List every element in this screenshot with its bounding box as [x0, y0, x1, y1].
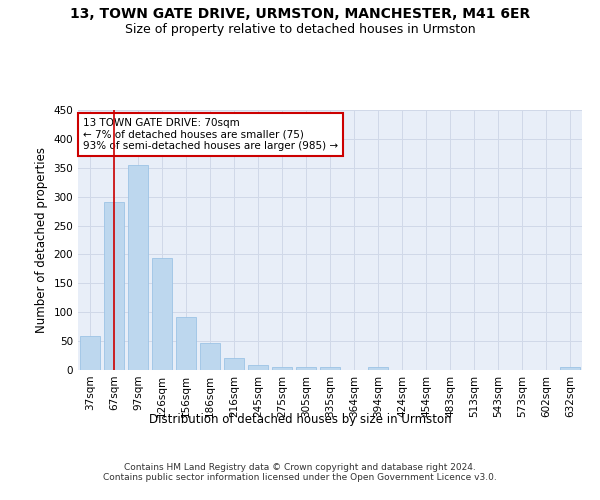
Bar — [224, 358, 244, 370]
Bar — [560, 367, 580, 370]
Bar — [176, 317, 196, 370]
Bar — [200, 343, 220, 370]
Y-axis label: Number of detached properties: Number of detached properties — [35, 147, 48, 333]
Bar — [80, 336, 100, 370]
Bar — [272, 367, 292, 370]
Bar — [368, 367, 388, 370]
Bar — [152, 258, 172, 370]
Text: 13 TOWN GATE DRIVE: 70sqm
← 7% of detached houses are smaller (75)
93% of semi-d: 13 TOWN GATE DRIVE: 70sqm ← 7% of detach… — [83, 118, 338, 151]
Text: Contains HM Land Registry data © Crown copyright and database right 2024.
Contai: Contains HM Land Registry data © Crown c… — [103, 462, 497, 482]
Text: 13, TOWN GATE DRIVE, URMSTON, MANCHESTER, M41 6ER: 13, TOWN GATE DRIVE, URMSTON, MANCHESTER… — [70, 8, 530, 22]
Bar — [296, 367, 316, 370]
Bar — [320, 367, 340, 370]
Text: Distribution of detached houses by size in Urmston: Distribution of detached houses by size … — [149, 412, 451, 426]
Bar — [248, 365, 268, 370]
Text: Size of property relative to detached houses in Urmston: Size of property relative to detached ho… — [125, 22, 475, 36]
Bar — [104, 202, 124, 370]
Bar — [128, 165, 148, 370]
